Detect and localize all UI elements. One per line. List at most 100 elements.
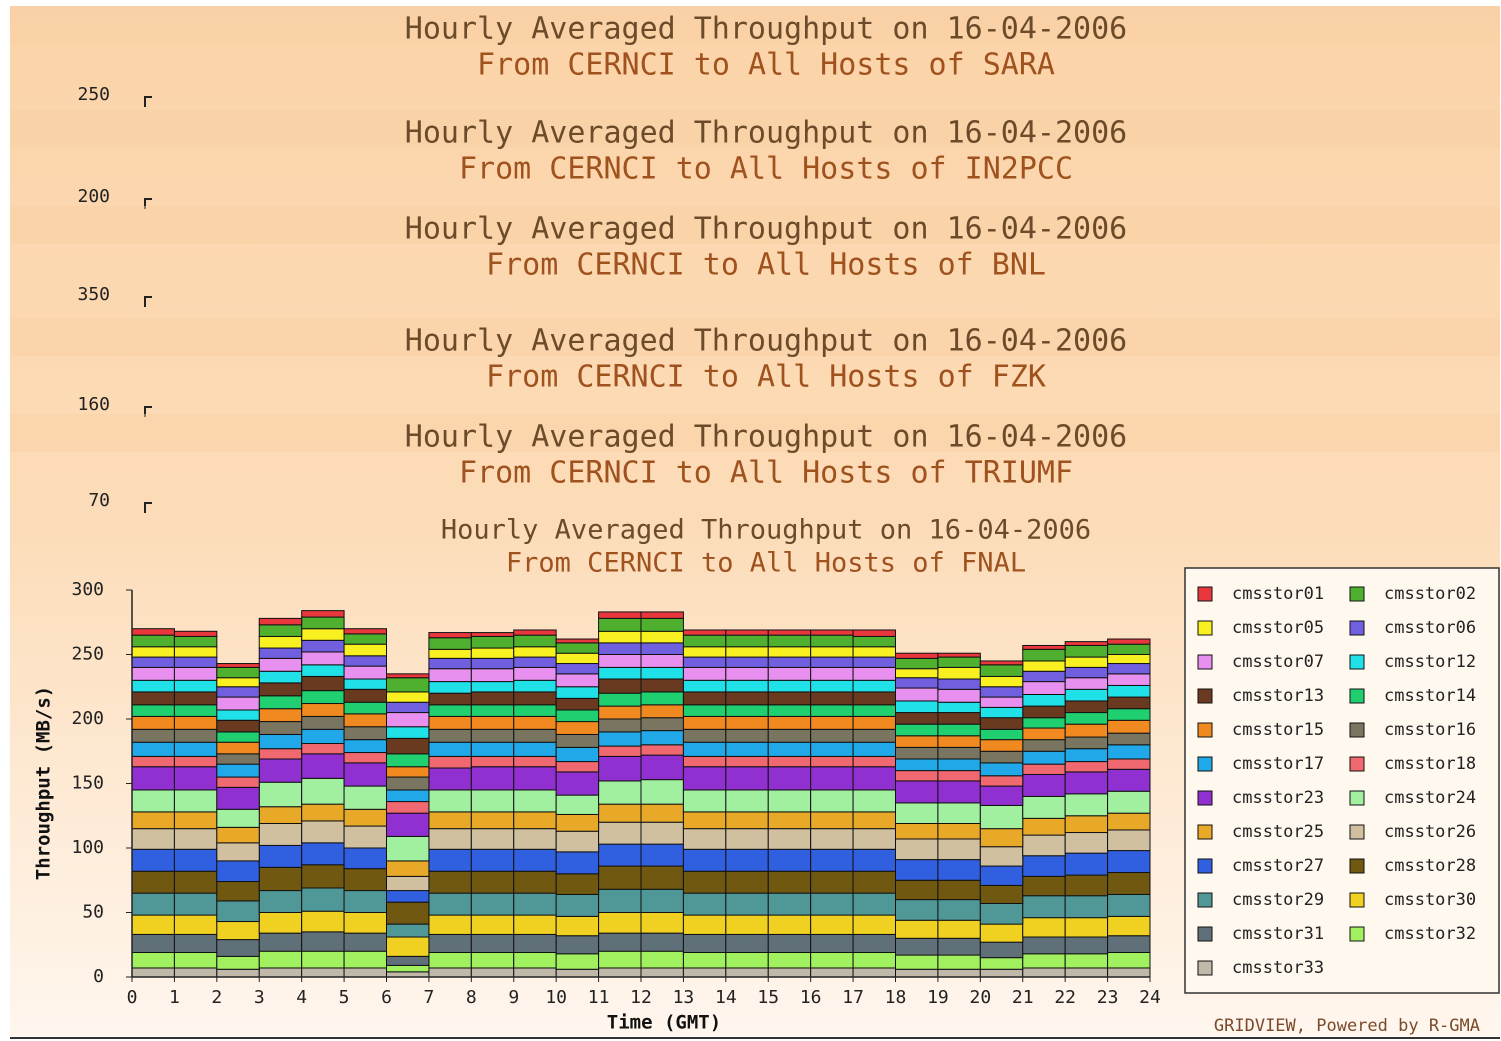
bar-segment [640,779,684,805]
bar-segment [1022,660,1066,672]
bar-segment [937,937,981,956]
bar-segment [1107,673,1151,686]
bar-segment [470,741,515,757]
bar-segment [470,657,515,670]
bar-segment [725,933,769,953]
bar-segment [555,638,600,644]
bar-segment [428,892,472,916]
bar-segment [767,914,812,935]
bar-segment [895,802,939,824]
bar-segment [301,628,345,641]
legend-label: cmsstor05 [1232,618,1324,638]
bar-segment [386,691,430,703]
bar-segment [810,634,854,648]
bar-segment [852,951,896,969]
bar-segment [979,696,1024,708]
bar-segment [301,610,345,618]
bar-segment [428,933,472,953]
legend-swatch [1197,892,1213,908]
bar-segment [1022,705,1066,719]
bar-segment [428,741,472,757]
bar-segment [470,967,515,978]
bar-segment [895,919,939,939]
bar-segment [937,656,981,668]
bar-segment [810,656,854,668]
bar-segment [513,629,557,636]
bar-segment [470,933,515,953]
bar-segment [598,745,642,757]
bar-segment [470,811,515,830]
y-axis-label: Throughput (MB/s) [33,686,55,880]
bar-segment [216,677,260,688]
bar-segment [852,635,896,648]
bar-segment [1064,641,1109,646]
bar-segment [979,884,1024,904]
bar-segment [301,743,345,755]
bar-segment [173,766,218,791]
bar-segment [598,912,642,934]
bar-segment [979,739,1024,752]
legend-swatch [1197,926,1213,942]
x-tick-label: 20 [969,987,991,1008]
legend-label: cmsstor18 [1384,754,1476,774]
bar-segment [810,629,854,636]
bar-segment [386,753,430,768]
bar-segment [598,967,642,978]
bar-segment [767,951,812,969]
bar-segment [1107,663,1151,675]
bar-segment [725,755,769,768]
bar-segment [852,766,896,791]
bar-segment [1107,893,1151,917]
bar-segment [598,678,642,694]
bar-segment [895,968,939,978]
bar-segment [470,632,515,637]
legend-label: cmsstor31 [1232,924,1324,944]
bar-segment [767,715,812,730]
bar-segment [343,967,388,978]
bar-segment [216,968,260,978]
bar-segment [513,715,557,730]
bar-segment [598,692,642,707]
bar-segment [725,728,769,743]
bar-segment [470,755,515,768]
bar-segment [895,677,939,689]
legend-label: cmsstor16 [1384,720,1476,740]
x-tick-label: 11 [588,987,610,1008]
bar-segment [1022,795,1066,819]
bar-segment [852,789,896,813]
bar-segment [428,755,472,769]
bar-segment [810,870,854,894]
bar-segment [343,643,388,657]
bar-segment [258,695,303,710]
panel-band [10,318,1500,356]
bar-segment [1022,967,1066,978]
bar-segment [428,848,472,872]
chart-title: Hourly Averaged Throughput on 16-04-2006 [405,212,1127,247]
bar-segment [470,766,515,791]
bar-segment [258,950,303,969]
legend-label: cmsstor28 [1384,856,1476,876]
x-tick-label: 6 [381,987,392,1008]
bar-segment [1022,834,1066,857]
bar-segment [682,728,727,743]
bar-segment [852,914,896,935]
y-tick-label: 70 [88,490,110,511]
chart-subtitle: From CERNCI to All Hosts of IN2PCC [459,152,1073,187]
bar-segment [640,691,684,706]
legend-swatch [1197,790,1213,806]
chart-title: Hourly Averaged Throughput on 16-04-2006 [405,12,1127,47]
bar-segment [682,967,727,978]
bar-segment [1107,768,1151,792]
bar-segment [682,933,727,953]
bar-segment [598,705,642,720]
bar-segment [131,634,175,648]
bar-segment [767,666,812,681]
bar-segment [852,848,896,872]
bar-segment [1064,723,1109,738]
bar-segment [1022,727,1066,741]
bar-segment [852,715,896,730]
bar-segment [852,704,896,717]
bar-segment [513,967,557,978]
bar-segment [216,786,260,810]
bar-segment [810,741,854,757]
